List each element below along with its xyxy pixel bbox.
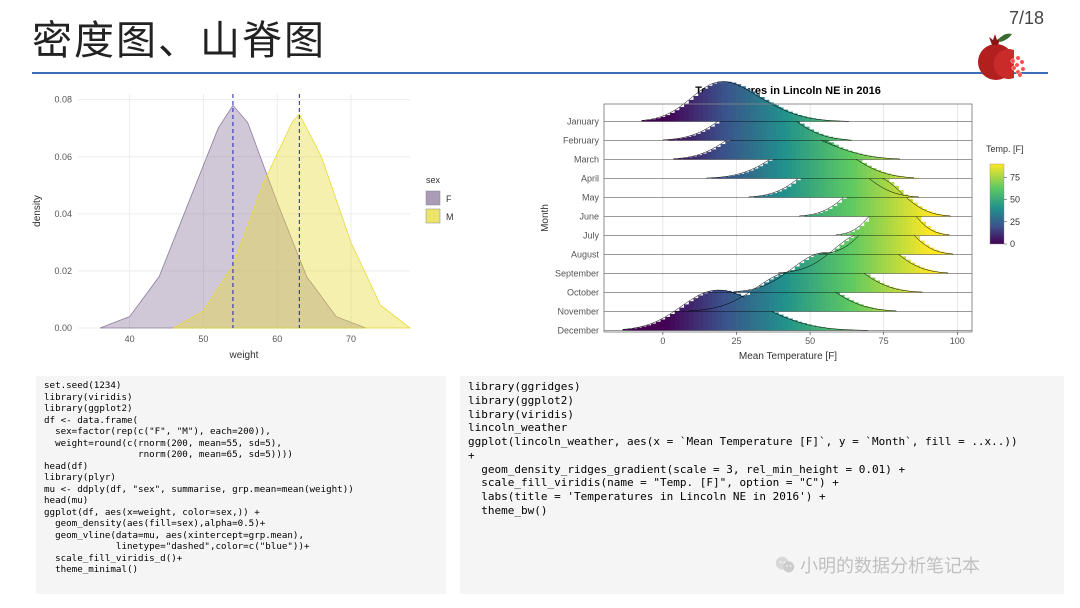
svg-text:0.00: 0.00 [54, 323, 72, 333]
svg-text:March: March [574, 154, 599, 164]
svg-text:June: June [579, 211, 599, 221]
svg-text:December: December [557, 325, 599, 335]
svg-text:January: January [567, 116, 600, 126]
pomegranate-icon [970, 28, 1040, 88]
svg-text:M: M [446, 212, 454, 222]
page-number: 7/18 [1009, 8, 1044, 29]
svg-text:Month: Month [540, 204, 551, 232]
svg-text:25: 25 [731, 336, 741, 346]
svg-text:75: 75 [1010, 172, 1020, 182]
svg-text:July: July [583, 230, 600, 240]
svg-text:September: September [555, 268, 599, 278]
svg-text:0.02: 0.02 [54, 266, 72, 276]
svg-text:February: February [563, 135, 600, 145]
svg-text:Temp. [F]: Temp. [F] [986, 144, 1024, 154]
svg-text:0: 0 [660, 336, 665, 346]
page-title: 密度图、山脊图 [32, 8, 1048, 66]
svg-text:50: 50 [805, 336, 815, 346]
svg-text:25: 25 [1010, 217, 1020, 227]
ridge-chart: Temperatures in Lincoln NE in 2016Januar… [534, 80, 1054, 362]
wechat-icon [774, 554, 796, 576]
title-rule [32, 72, 1048, 74]
code-block-left: set.seed(1234) library(viridis) library(… [36, 376, 446, 594]
svg-text:0.06: 0.06 [54, 152, 72, 162]
svg-text:75: 75 [879, 336, 889, 346]
svg-text:70: 70 [346, 334, 356, 344]
svg-text:50: 50 [1010, 195, 1020, 205]
density-chart: 40 50 60 70 0.00 0.02 0.04 0.06 0.08 weight densit… [26, 80, 506, 362]
svg-text:August: August [571, 249, 600, 259]
svg-text:weight: weight [229, 350, 259, 361]
svg-text:May: May [582, 192, 600, 202]
svg-text:60: 60 [272, 334, 282, 344]
svg-text:0.08: 0.08 [54, 95, 72, 105]
svg-text:Mean Temperature [F]: Mean Temperature [F] [739, 351, 837, 362]
svg-text:density: density [32, 195, 43, 227]
watermark-text: 小明的数据分析笔记本 [800, 552, 980, 578]
slide-header: 密度图、山脊图 7/18 [0, 0, 1080, 72]
svg-text:0: 0 [1010, 239, 1015, 249]
charts-row: 40 50 60 70 0.00 0.02 0.04 0.06 0.08 weight densit… [0, 80, 1080, 370]
svg-text:100: 100 [950, 336, 965, 346]
watermark: 小明的数据分析笔记本 [774, 552, 980, 578]
svg-text:sex: sex [426, 175, 441, 185]
svg-text:April: April [581, 173, 599, 183]
svg-text:50: 50 [198, 334, 208, 344]
svg-text:October: October [567, 287, 599, 297]
svg-text:November: November [557, 306, 599, 316]
svg-text:F: F [446, 194, 452, 204]
svg-text:40: 40 [125, 334, 135, 344]
svg-text:0.04: 0.04 [54, 209, 72, 219]
